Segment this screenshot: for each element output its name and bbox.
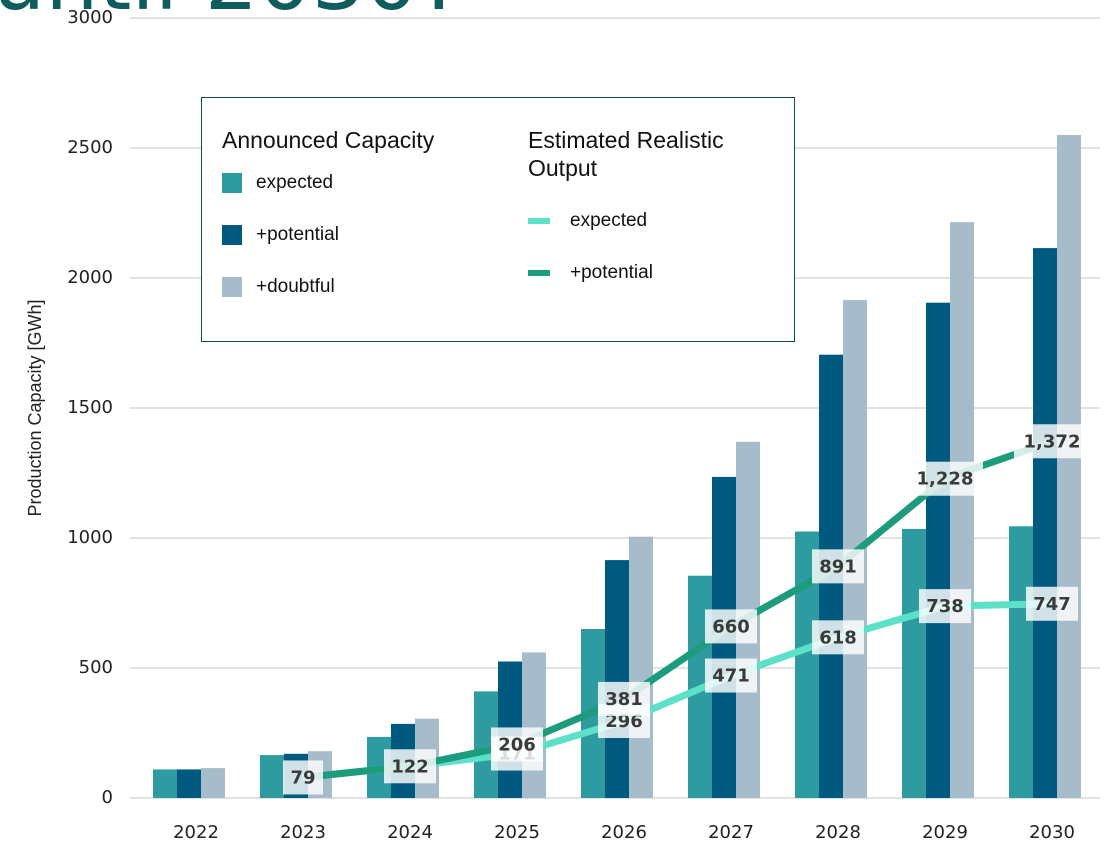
legend-title: Estimated Realistic Output: [528, 127, 724, 181]
bar: [177, 769, 201, 798]
bar: [926, 302, 950, 798]
legend-label: expected: [256, 172, 334, 193]
x-tick-label: 2025: [494, 822, 540, 843]
label-box: [919, 589, 971, 624]
legend-swatch: [222, 173, 242, 193]
bar: [201, 768, 225, 798]
legend-item: +doubtful: [222, 272, 434, 302]
label-box: [705, 658, 757, 693]
label-box: [384, 749, 436, 784]
legend-label: +potential: [256, 224, 339, 245]
chart-title: until 2030?: [0, 0, 463, 29]
x-tick-label: 2029: [922, 822, 968, 843]
data-label: 79: [290, 767, 315, 788]
label-box: [491, 727, 543, 762]
bar: [1009, 526, 1033, 798]
bar: [629, 536, 653, 798]
bar: [260, 755, 284, 798]
legend-title: Announced Capacity: [222, 127, 435, 153]
y-tick-label: 1000: [67, 527, 113, 548]
x-tick-label: 2024: [387, 822, 433, 843]
legend-item: expected: [528, 206, 788, 236]
legend-swatch: [528, 218, 550, 224]
legend-label: +potential: [570, 262, 653, 283]
bar: [1033, 248, 1057, 799]
legend-swatch: [222, 225, 242, 245]
bar: [902, 528, 926, 798]
legend-group: Estimated Realistic Output expected +pote…: [528, 126, 788, 310]
data-label: 471: [712, 666, 750, 687]
label-box: [1026, 586, 1078, 621]
y-axis-label: Production Capacity [GWh]: [25, 299, 45, 516]
label-box: [598, 681, 650, 716]
label-box: [1014, 424, 1090, 459]
x-tick-label: 2027: [708, 822, 754, 843]
bar: [522, 652, 546, 798]
y-tick-label: 500: [79, 657, 113, 678]
data-label: 660: [712, 616, 750, 637]
label-box: [812, 620, 864, 655]
legend-group: Announced Capacity expected +potential +do…: [222, 126, 434, 324]
data-label: 381: [605, 689, 643, 710]
data-label: 891: [819, 556, 857, 577]
x-tick-label: 2023: [280, 822, 326, 843]
y-tick-label: 1500: [67, 397, 113, 418]
data-label: 618: [819, 627, 857, 648]
data-label: 122: [391, 756, 429, 777]
x-tick-label: 2026: [601, 822, 647, 843]
data-label: 1,228: [917, 469, 974, 490]
legend-label: expected: [570, 210, 648, 231]
legend: Announced Capacity expected +potential +do…: [201, 97, 795, 342]
legend-label: +doubtful: [256, 276, 335, 297]
legend-item: +potential: [528, 258, 788, 288]
bar: [153, 769, 177, 798]
data-label: 206: [498, 734, 536, 755]
y-tick-label: 3000: [67, 7, 113, 28]
legend-swatch: [528, 270, 550, 276]
bar: [1057, 135, 1081, 798]
data-label: 1,372: [1024, 431, 1081, 452]
label-box: [705, 609, 757, 644]
data-label: 738: [926, 596, 964, 617]
x-tick-label: 2030: [1029, 822, 1075, 843]
label-box: [812, 549, 864, 584]
data-label: 296: [605, 711, 643, 732]
data-label: 747: [1033, 594, 1071, 615]
legend-item: +potential: [222, 220, 434, 250]
bar: [950, 222, 974, 799]
legend-swatch: [222, 277, 242, 297]
label-box: [283, 760, 323, 795]
legend-item: expected: [222, 168, 434, 198]
label-box: [907, 461, 983, 496]
y-tick-label: 0: [102, 787, 113, 808]
bar: [605, 560, 629, 798]
y-tick-label: 2000: [67, 267, 113, 288]
y-tick-label: 2500: [67, 137, 113, 158]
x-tick-label: 2022: [173, 822, 219, 843]
x-tick-label: 2028: [815, 822, 861, 843]
